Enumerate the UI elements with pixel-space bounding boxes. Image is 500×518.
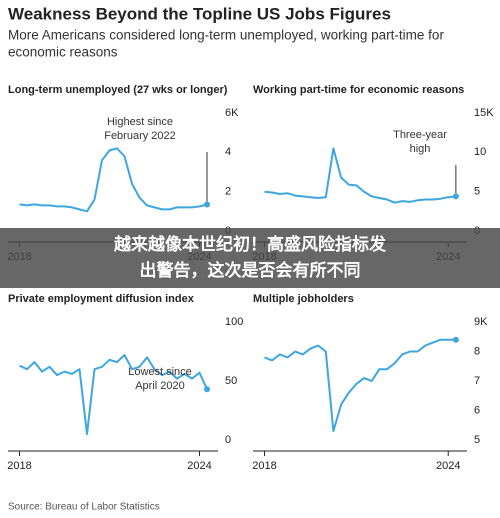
y-tick-label: 10 xyxy=(474,146,486,158)
y-tick-label: 5 xyxy=(474,434,480,446)
y-tick-label: 0 xyxy=(225,434,231,446)
panel-title: Multiple jobholders xyxy=(253,293,354,305)
y-tick-label: 50 xyxy=(225,375,237,387)
banner-text: 出警告，这次是否会有所不同 xyxy=(140,260,361,281)
annotation: February 2022 xyxy=(104,130,176,142)
data-line xyxy=(19,147,208,213)
annotation: April 2020 xyxy=(135,380,185,392)
data-line xyxy=(264,147,457,204)
y-tick-label: 6K xyxy=(225,107,239,119)
y-tick-label: 15K xyxy=(474,107,494,119)
panel-title: Private employment diffusion index xyxy=(8,293,195,305)
y-tick-label: 4 xyxy=(225,146,231,158)
data-line xyxy=(264,338,456,433)
y-tick-label: 7 xyxy=(474,375,480,387)
y-tick-label: 5 xyxy=(474,186,480,198)
y-tick-label: 2 xyxy=(225,186,231,198)
panel-title: Working part-time for economic reasons xyxy=(253,84,464,96)
annotation: Three-year xyxy=(393,129,447,141)
x-tick-label: 2018 xyxy=(7,460,31,472)
end-dot xyxy=(204,386,210,393)
y-tick-label: 8 xyxy=(474,345,480,357)
data-line xyxy=(19,354,208,436)
y-tick-label: 100 xyxy=(225,316,243,328)
x-tick-label: 2024 xyxy=(436,460,460,472)
end-dot xyxy=(452,193,459,200)
y-tick-label: 9K xyxy=(474,316,488,328)
end-dot xyxy=(204,201,210,208)
y-tick-label: 6 xyxy=(474,404,480,416)
annotation: high xyxy=(410,143,431,155)
x-tick-label: 2024 xyxy=(187,460,211,472)
source: Source: Bureau of Labor Statistics xyxy=(8,502,160,513)
banner-text: 越来越像本世纪初！高盛风险指标发 xyxy=(113,234,387,255)
x-tick-label: 2018 xyxy=(252,460,276,472)
subtitle: economic reasons xyxy=(8,45,118,60)
panel-title: Long-term unemployed (27 wks or longer) xyxy=(8,84,228,96)
subtitle: More Americans considered long-term unem… xyxy=(8,28,444,43)
headline: Weakness Beyond the Topline US Jobs Figu… xyxy=(8,4,391,23)
annotation: Lowest since xyxy=(128,366,192,378)
banner-bg xyxy=(0,228,500,288)
annotation: Highest since xyxy=(107,116,173,128)
end-dot xyxy=(452,336,459,343)
